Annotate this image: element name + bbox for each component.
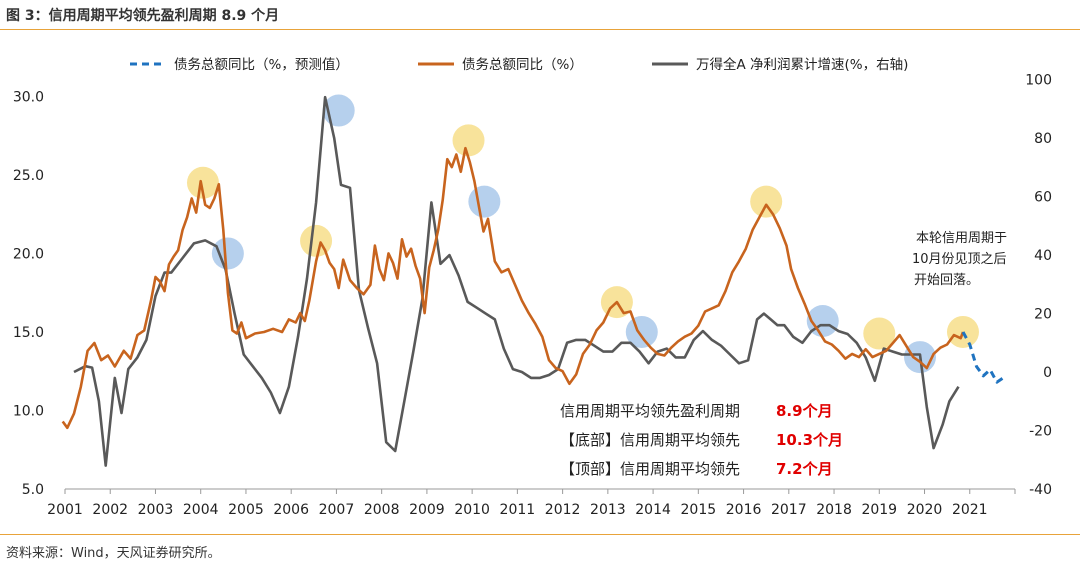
- highlight-circle-1: [211, 237, 244, 270]
- y-left-tick-label-5: 30.0: [13, 89, 44, 105]
- annotation-line-1: 本轮信用周期于: [916, 231, 1007, 246]
- x-tick-label-2005: 2005: [228, 502, 264, 518]
- x-tick-label-2015: 2015: [681, 502, 717, 518]
- chart: 2001 2002 2003 2004 2005 2006 2007 2008 2009 2010…: [13, 56, 1052, 518]
- y-left-tick-label-1: 10.0: [13, 403, 44, 419]
- y-left-tick-label-2: 15.0: [13, 325, 44, 341]
- stat-value-2: 10.3个月: [776, 431, 843, 449]
- highlight-circle-0: [186, 166, 219, 199]
- highlight-circle-8: [750, 185, 783, 218]
- y-right-tick-label-2: 0: [1043, 365, 1052, 381]
- annotation-note: 本轮信用周期于 10月份见顶之后 开始回落。: [912, 231, 1007, 288]
- x-tick-label-2014: 2014: [635, 502, 671, 518]
- x-tick-label-2016: 2016: [726, 502, 762, 518]
- x-tick-label-2013: 2013: [590, 502, 626, 518]
- highlight-circle-4: [452, 124, 485, 157]
- x-tick-label-2002: 2002: [92, 502, 128, 518]
- x-tick-label-2007: 2007: [319, 502, 355, 518]
- x-tick-label-2019: 2019: [861, 502, 897, 518]
- y-right-tick-label-6: 80: [1034, 131, 1052, 147]
- y-right-tick-label-7: 100: [1025, 73, 1052, 89]
- x-tick-label-2021: 2021: [952, 502, 988, 518]
- annotation-line-2: 10月份见顶之后: [912, 252, 1007, 267]
- x-tick-label-2008: 2008: [364, 502, 400, 518]
- legend: 债务总额同比（%，预测值） 债务总额同比（%） 万得全A 净利润累计增速(%，右轴): [130, 56, 908, 73]
- axis-layer: 2001 2002 2003 2004 2005 2006 2007 2008 2009 2010…: [13, 73, 1052, 518]
- x-tick-label-2001: 2001: [47, 502, 83, 518]
- y-right-tick-label-1: -20: [1029, 424, 1052, 440]
- x-tick-label-2020: 2020: [907, 502, 943, 518]
- figure-header: 图 3：信用周期平均领先盈利周期 8.9 个月: [0, 0, 1080, 32]
- x-tick-label-2012: 2012: [545, 502, 581, 518]
- x-tick-label-2009: 2009: [409, 502, 445, 518]
- y-left-tick-label-0: 5.0: [22, 482, 44, 498]
- stat-value-1: 8.9个月: [776, 402, 833, 420]
- series-line-1: [61, 146, 965, 430]
- y-right-tick-label-0: -40: [1029, 482, 1052, 498]
- series-layer: [61, 95, 1005, 467]
- y-left-tick-label-3: 20.0: [13, 246, 44, 262]
- y-right-tick-label-4: 40: [1034, 248, 1052, 264]
- highlight-circle-5: [468, 185, 501, 218]
- highlight-layer: [186, 94, 979, 374]
- highlight-circle-2: [300, 224, 333, 257]
- figure-title: 图 3：信用周期平均领先盈利周期 8.9 个月: [6, 8, 280, 24]
- x-tick-label-2011: 2011: [500, 502, 536, 518]
- x-tick-label-2010: 2010: [454, 502, 490, 518]
- series-line-0: [961, 331, 1005, 384]
- legend-label-2: 万得全A 净利润累计增速(%，右轴): [696, 56, 908, 73]
- annotation-line-3: 开始回落。: [914, 273, 979, 288]
- top-rule: [0, 29, 1080, 30]
- x-tick-label-2018: 2018: [816, 502, 852, 518]
- highlight-circle-12: [946, 315, 979, 348]
- legend-label-1: 债务总额同比（%）: [462, 57, 583, 73]
- x-tick-label-2017: 2017: [771, 502, 807, 518]
- stats-box: 信用周期平均领先盈利周期 8.9个月 【底部】信用周期平均领先 10.3个月 【…: [560, 402, 843, 478]
- y-right-tick-label-3: 20: [1034, 307, 1052, 323]
- x-tick-label-2003: 2003: [138, 502, 174, 518]
- stat-label-2: 【底部】信用周期平均领先: [560, 431, 740, 449]
- x-tick-label-2004: 2004: [183, 502, 219, 518]
- stat-label-1: 信用周期平均领先盈利周期: [560, 402, 740, 420]
- source-note: 资料来源：Wind，天风证券研究所。: [6, 546, 221, 561]
- highlight-circle-10: [863, 317, 896, 350]
- y-right-tick-label-5: 60: [1034, 190, 1052, 206]
- stat-value-3: 7.2个月: [776, 460, 833, 478]
- bottom-rule: [0, 534, 1080, 535]
- stat-label-3: 【顶部】信用周期平均领先: [560, 460, 740, 478]
- x-tick-label-2006: 2006: [273, 502, 309, 518]
- y-left-tick-label-4: 25.0: [13, 168, 44, 184]
- series-line-2: [73, 95, 960, 467]
- legend-label-0: 债务总额同比（%，预测值）: [174, 57, 349, 73]
